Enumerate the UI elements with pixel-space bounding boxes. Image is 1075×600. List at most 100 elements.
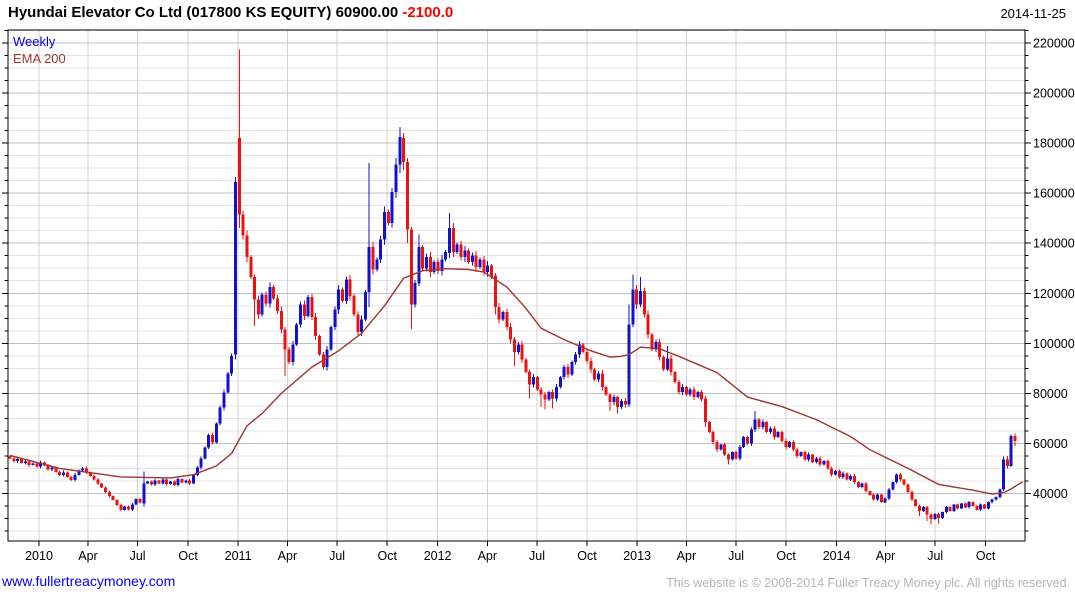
x-axis-label: Jul	[927, 549, 943, 563]
candle-body	[501, 312, 505, 320]
candle-body	[337, 289, 341, 310]
plot-border	[7, 29, 1026, 542]
candle-body	[73, 474, 77, 480]
candle-body	[474, 255, 478, 267]
candle-body	[845, 473, 849, 480]
candle-body	[363, 292, 367, 320]
candle-body	[967, 502, 971, 508]
candle-body	[860, 483, 864, 488]
fullertreacymoney-link[interactable]: www.fullertreacymoney.com	[2, 573, 176, 589]
candle-body	[933, 514, 937, 519]
candle-body	[627, 324, 631, 405]
candle-body	[990, 499, 994, 503]
candle-body	[310, 297, 314, 317]
candle-body	[482, 259, 486, 272]
candle-body	[375, 259, 379, 270]
candle-body	[646, 314, 650, 335]
candle-body	[165, 479, 169, 484]
candle-body	[295, 324, 299, 345]
candle-body	[505, 312, 509, 327]
candle-body	[199, 458, 203, 468]
candle-body	[723, 444, 727, 455]
candle-body	[356, 314, 360, 332]
candle-body	[58, 471, 62, 475]
candle-body	[826, 460, 830, 469]
x-axis-label: Oct	[178, 549, 198, 563]
candle-body	[830, 468, 834, 475]
y-axis-label: 140000	[1033, 237, 1075, 251]
candle-body	[921, 507, 925, 511]
candle-body	[986, 502, 990, 509]
candle-body	[677, 382, 681, 393]
candle-body	[253, 277, 257, 300]
y-axis-label: 40000	[1033, 487, 1068, 501]
candle-body	[421, 247, 425, 269]
candle-body	[608, 394, 612, 403]
candle-body	[979, 504, 983, 510]
candle-body	[700, 392, 704, 400]
x-axis-label: Jul	[329, 549, 345, 563]
candle-body	[1002, 459, 1006, 490]
candle-body	[394, 164, 398, 192]
candle-body	[746, 437, 750, 444]
candle-body	[956, 504, 960, 509]
candle-body	[287, 349, 291, 363]
candle-body	[879, 494, 883, 503]
candle-body	[558, 377, 562, 388]
candle-body	[532, 377, 536, 385]
candle-body	[203, 447, 207, 459]
candle-body	[245, 235, 249, 257]
candle-body	[298, 304, 302, 325]
x-axis-label: 2011	[225, 549, 252, 563]
candle-body	[470, 255, 474, 262]
candle-body	[696, 392, 700, 398]
candle-body	[562, 367, 566, 378]
candle-body	[864, 483, 868, 491]
candle-body	[169, 481, 172, 484]
candle-body	[665, 358, 669, 370]
candle-body	[963, 503, 967, 508]
candle-body	[524, 359, 528, 373]
candle-body	[661, 357, 665, 370]
candle-body	[249, 257, 253, 277]
candle-body	[742, 437, 746, 448]
y-axis-label: 160000	[1033, 187, 1075, 201]
candle-body	[570, 362, 574, 375]
candle-body	[379, 239, 383, 260]
candle-body	[692, 389, 696, 398]
candle-body	[222, 392, 226, 408]
x-axis-label: Apr	[876, 549, 895, 563]
candle-body	[283, 329, 287, 350]
candle-body	[340, 289, 344, 301]
candle-body	[436, 262, 440, 271]
y-axis-label: 80000	[1033, 387, 1068, 401]
candle-body	[211, 434, 215, 443]
candle-body	[390, 191, 394, 224]
candle-body	[509, 327, 513, 340]
candle-body	[230, 355, 234, 374]
y-axis-label: 100000	[1033, 337, 1075, 351]
instrument-name: Hyundai Elevator Co Ltd (017800 KS EQUIT…	[8, 4, 332, 21]
candle-body	[711, 432, 715, 443]
candle-body	[360, 319, 364, 332]
candle-body	[547, 392, 551, 400]
candle-body	[398, 136, 402, 165]
legend-ema-label: EMA 200	[13, 51, 66, 66]
candle-body	[241, 214, 245, 236]
candle-body	[612, 397, 616, 403]
candle-body	[902, 479, 906, 485]
candle-body	[784, 440, 788, 448]
candle-body	[237, 138, 241, 215]
candle-body	[432, 262, 436, 272]
candle-body	[84, 468, 88, 473]
candle-body	[138, 499, 142, 503]
candle-body	[447, 228, 451, 254]
candle-body	[891, 482, 895, 490]
x-axis-label: Jul	[728, 549, 744, 563]
candle-body	[195, 467, 199, 475]
candle-body	[367, 247, 371, 292]
candle-body	[593, 369, 597, 380]
candle-body	[451, 228, 455, 252]
